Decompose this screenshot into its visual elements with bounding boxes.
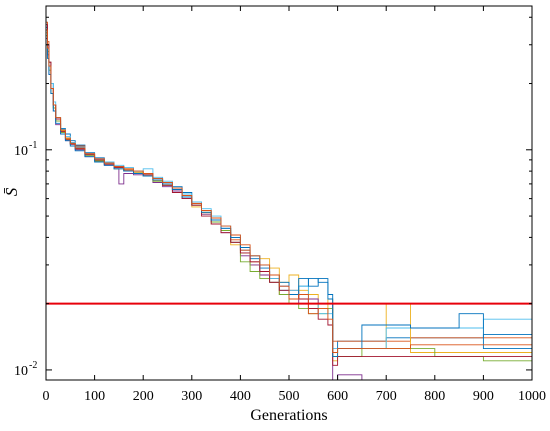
x-tick-label: 500 [279,389,300,404]
x-tick-label: 800 [424,389,445,404]
x-axis-label: Generations [250,407,327,424]
series-layer [46,21,532,380]
x-tick-label: 300 [181,389,202,404]
y-tick-exponent: -2 [29,360,37,371]
series-line-9 [46,29,532,353]
x-tick-label: 400 [230,389,251,404]
y-tick-exponent: -1 [29,140,37,151]
x-tick-label: 0 [43,389,50,404]
series-line-4 [46,38,363,380]
x-tick-label: 900 [473,389,494,404]
y-axis-label: S̄ [2,187,21,196]
x-tick-label: 1000 [518,389,546,404]
series-line-8 [46,44,532,358]
x-tick-label: 600 [327,389,348,404]
x-tick-label: 700 [376,389,397,404]
y-tick-label: 10 [14,364,28,379]
x-tick-label: 100 [84,389,105,404]
series-line-3 [46,32,532,362]
y-tick-label: 10 [14,144,28,159]
x-tick-label: 200 [133,389,154,404]
